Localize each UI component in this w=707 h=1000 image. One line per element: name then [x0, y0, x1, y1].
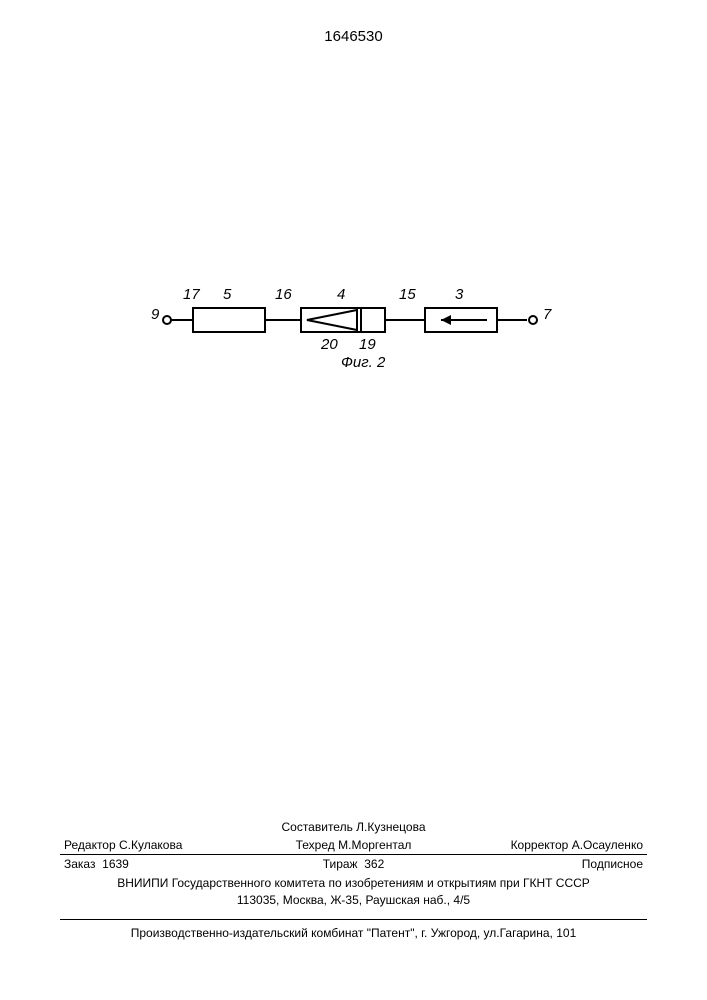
label-7: 7: [543, 306, 551, 323]
tech-label: Техред: [296, 838, 335, 852]
compiler-name: Л.Кузнецова: [356, 820, 425, 834]
label-9: 9: [151, 306, 159, 323]
print-label: Тираж: [323, 857, 358, 871]
subscription-label: Подписное: [582, 857, 643, 871]
figure-caption: Фиг. 2: [341, 354, 385, 371]
label-19: 19: [359, 336, 376, 353]
address-line: 113035, Москва, Ж-35, Раушская наб., 4/5: [60, 893, 647, 907]
order-no: 1639: [102, 857, 129, 871]
print-no: 362: [364, 857, 384, 871]
block-5: [193, 308, 265, 332]
block-4: [301, 308, 385, 332]
terminal-7: [529, 316, 537, 324]
label-3: 3: [455, 286, 463, 303]
label-4: 4: [337, 286, 345, 303]
colophon-block: Составитель Л.Кузнецова Редактор С.Кулак…: [60, 818, 647, 940]
corrector-label: Корректор: [511, 838, 569, 852]
editor-name: С.Кулакова: [119, 838, 182, 852]
org-line: ВНИИПИ Государственного комитета по изоб…: [60, 876, 647, 890]
label-15: 15: [399, 286, 416, 303]
tech-name: М.Моргентал: [338, 838, 411, 852]
compiler-label: Составитель: [281, 820, 352, 834]
arrow-in-block-3: [441, 315, 451, 325]
terminal-9: [163, 316, 171, 324]
footer-line: Производственно-издательский комбинат "П…: [60, 919, 647, 940]
figure-2-diagram: 17 9 5 16 4 20 19 15 3 7 Фиг. 2: [155, 280, 555, 360]
corrector-name: А.Осауленко: [572, 838, 643, 852]
label-17: 17: [183, 286, 200, 303]
label-5: 5: [223, 286, 231, 303]
editor-label: Редактор: [64, 838, 116, 852]
label-20: 20: [321, 336, 338, 353]
order-label: Заказ: [64, 857, 95, 871]
label-16: 16: [275, 286, 292, 303]
page-number: 1646530: [324, 28, 382, 45]
wedge-20: [307, 310, 357, 330]
